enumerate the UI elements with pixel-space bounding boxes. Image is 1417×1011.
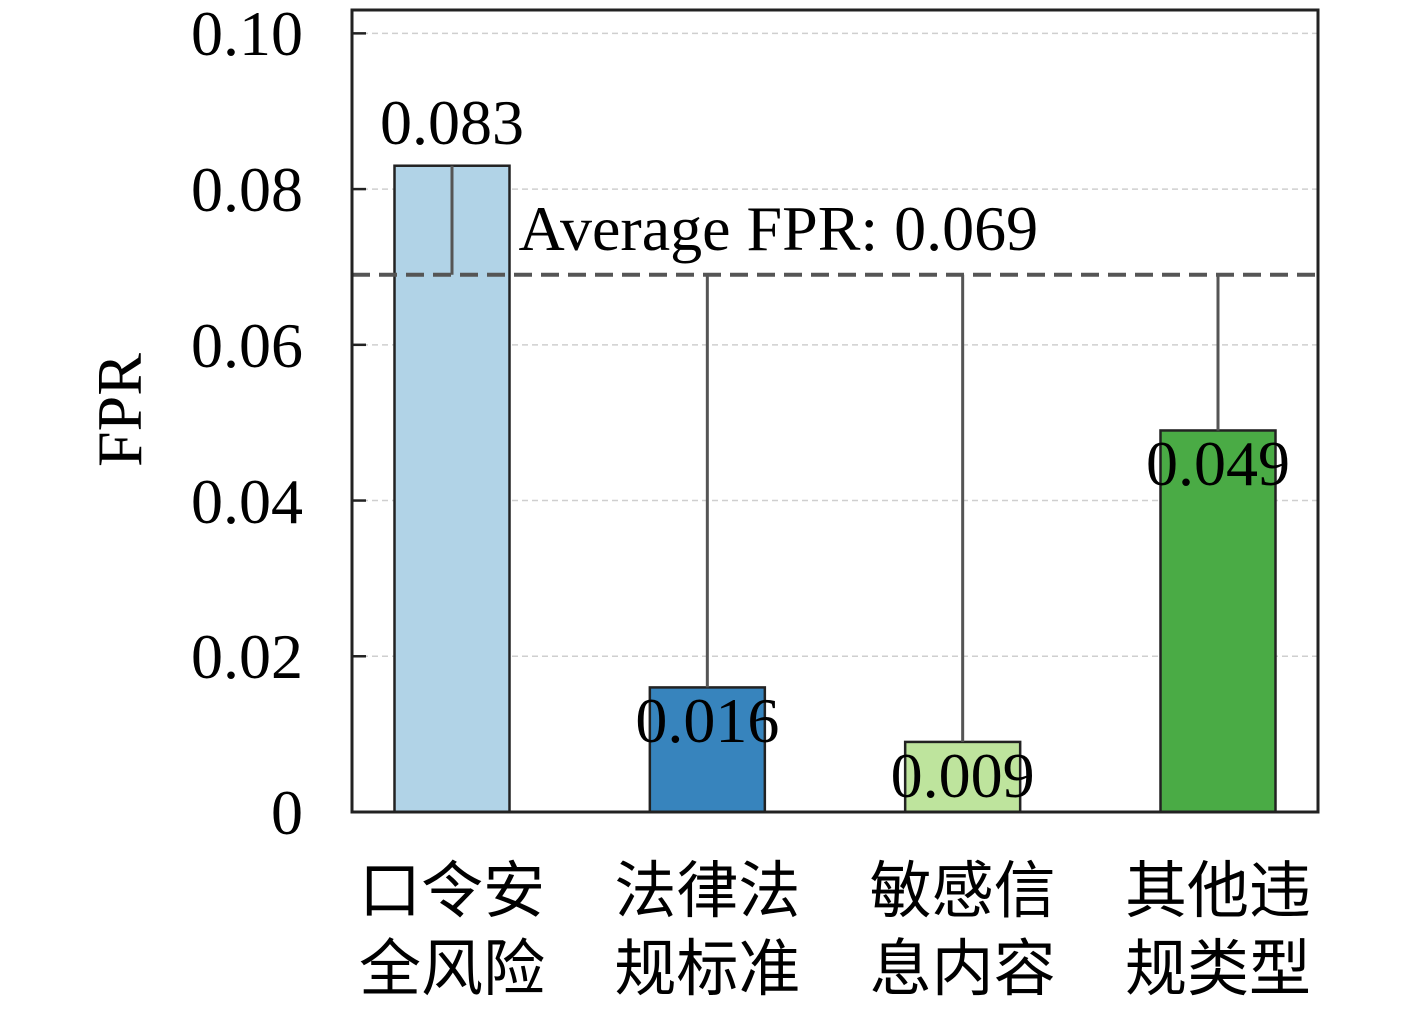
y-tick-label: 0.06 (191, 309, 303, 381)
y-tick-label: 0.10 (191, 0, 303, 70)
bar-value-label: 0.083 (380, 86, 524, 158)
bar-value-label: 0.016 (635, 685, 780, 757)
bar-value-label: 0.049 (1146, 428, 1290, 500)
plot-frame (350, 8, 1320, 814)
bar-value-label: 0.009 (890, 739, 1035, 811)
x-tick-label: 其他违规类型 (1124, 854, 1311, 1005)
average-label: Average FPR: 0.069 (518, 192, 1039, 264)
difference-connectors (450, 165, 1220, 742)
y-tick-label: 0 (271, 777, 303, 848)
y-tick-label: 0.02 (191, 621, 303, 693)
x-tick-label: 敏感信息内容 (869, 854, 1056, 1005)
y-gridlines (352, 32, 1318, 658)
y-tick-label: 0.08 (191, 154, 303, 226)
x-tick-label: 法律法规标准 (614, 854, 801, 1005)
x-tick-label: 口令安全风险 (358, 854, 545, 1005)
y-tick-marks (352, 32, 366, 814)
y-axis-label: FPR (84, 353, 155, 467)
y-tick-label: 0.04 (191, 465, 303, 537)
